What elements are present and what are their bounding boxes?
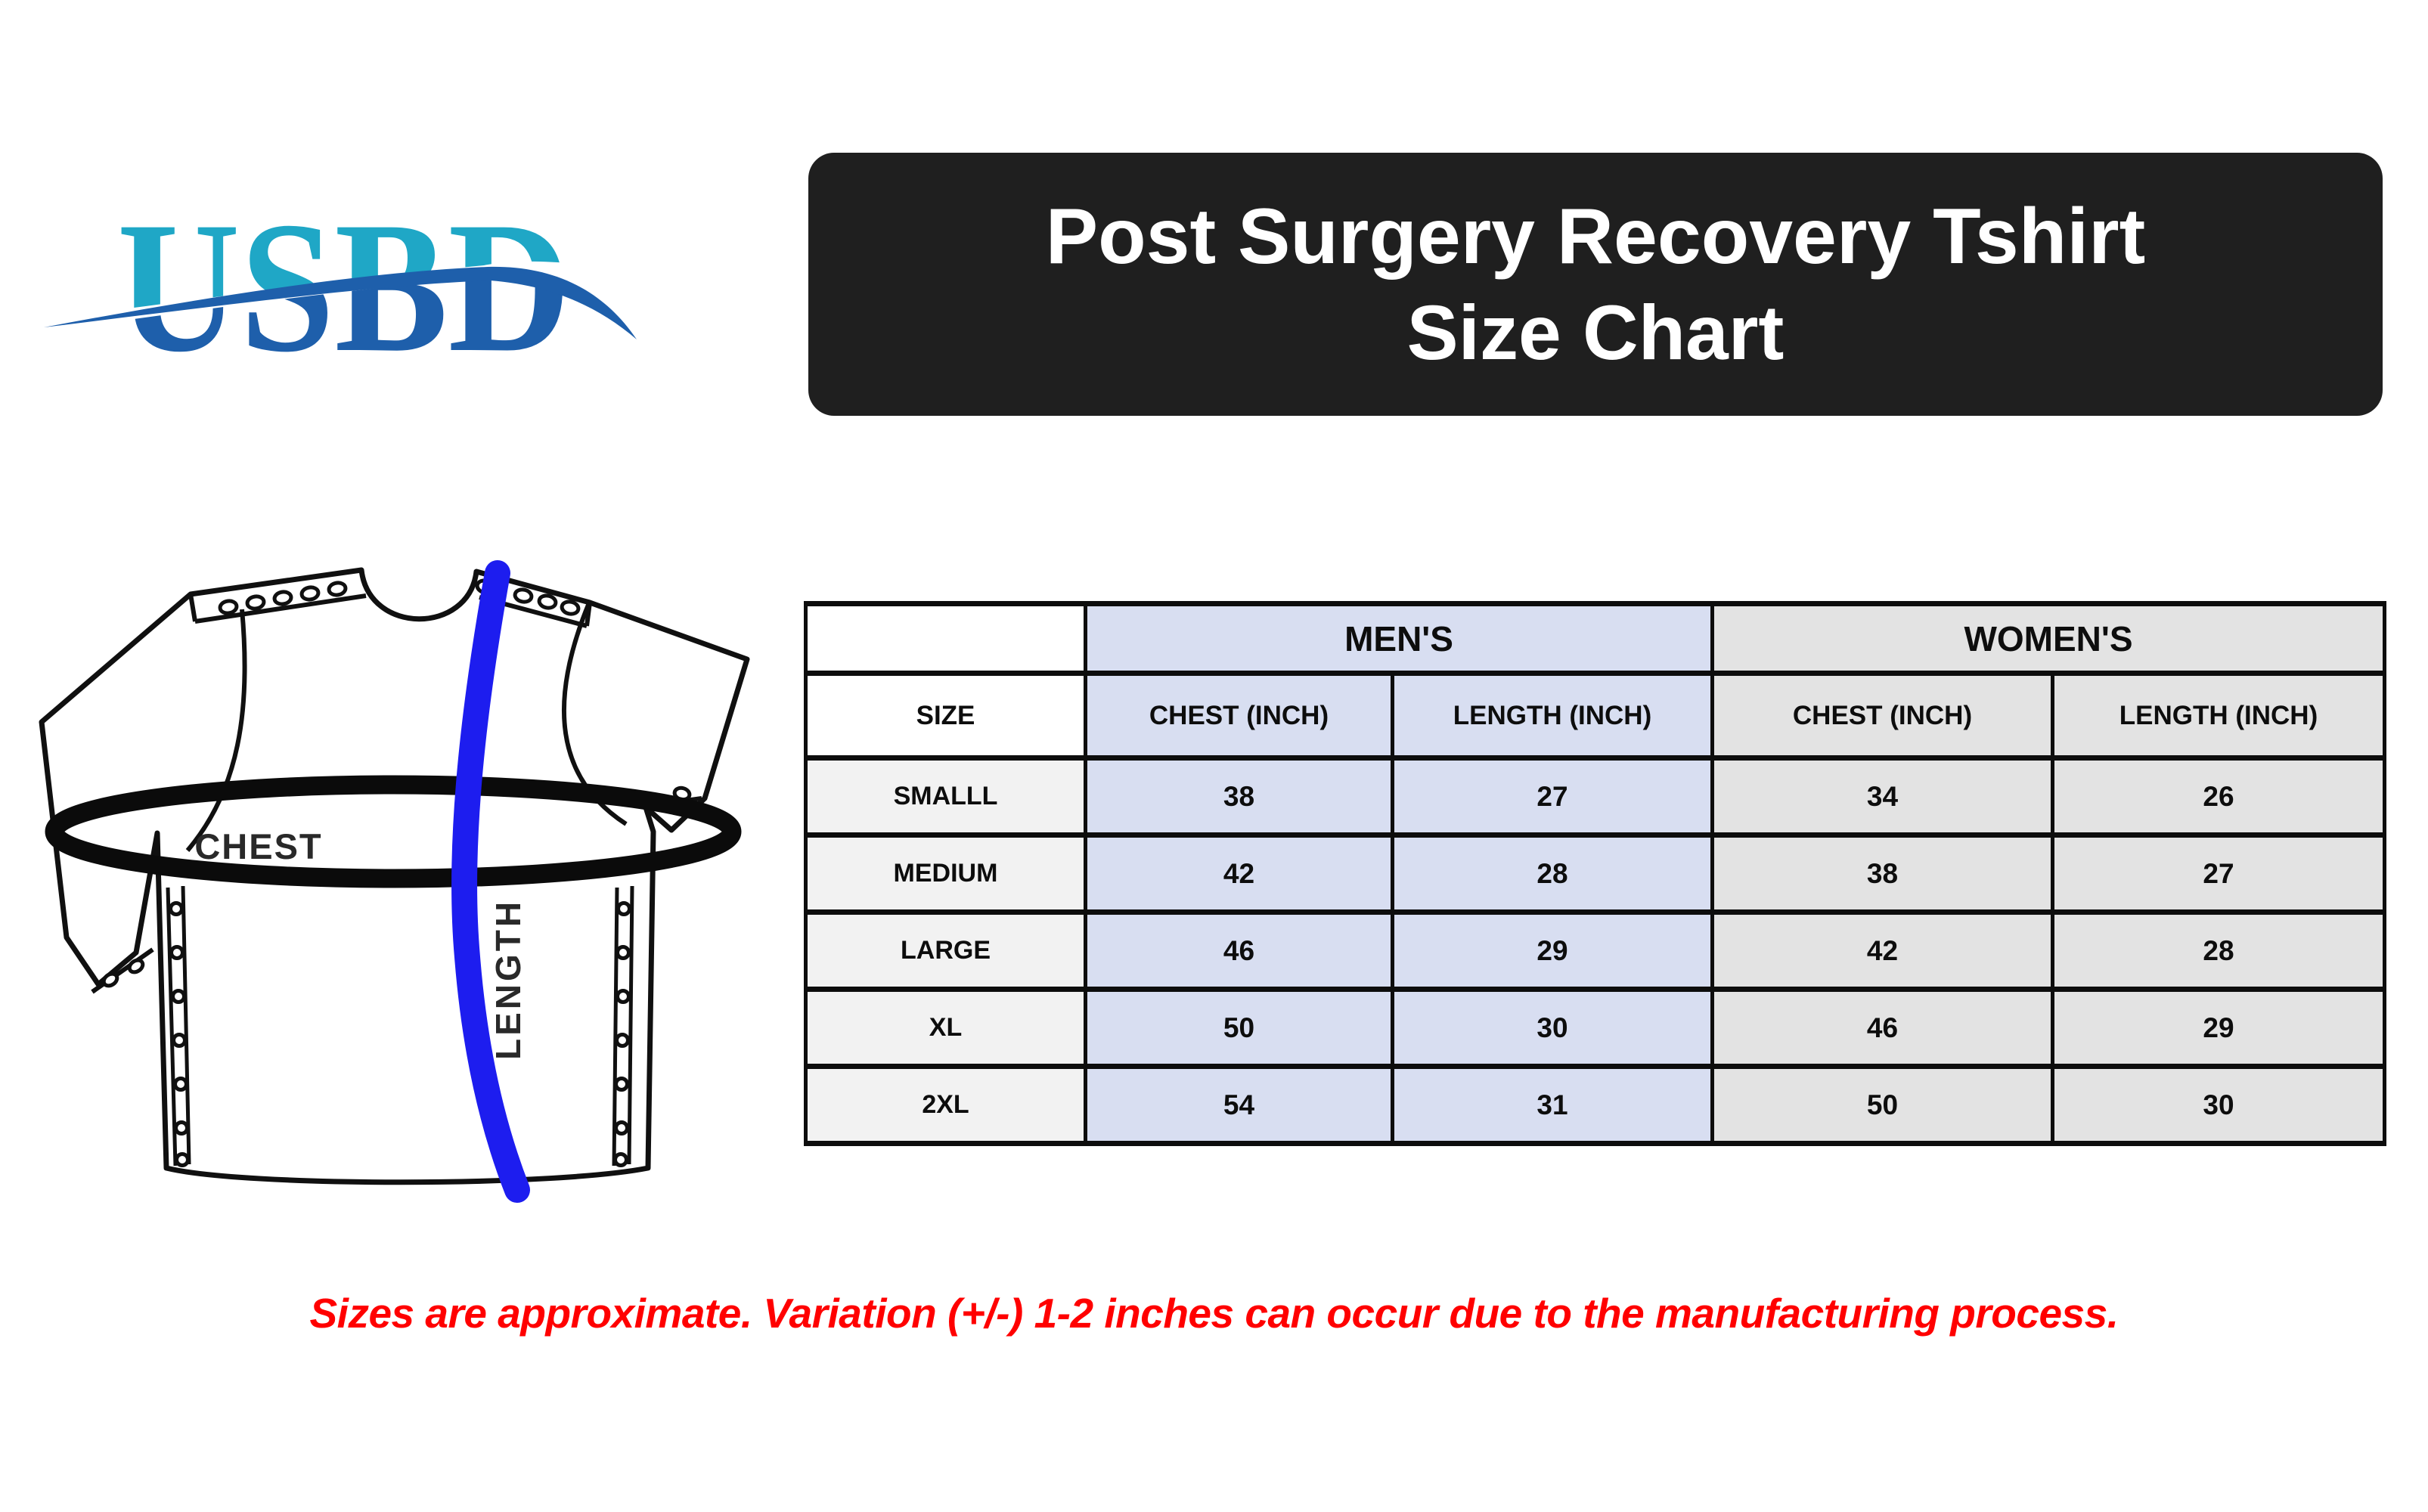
group-header-row: MEN'S WOMEN'S [804, 601, 2387, 676]
size-value: LARGE [804, 909, 1087, 992]
womens-chest-value: 46 [1710, 987, 2054, 1069]
womens-length-value: 26 [2050, 755, 2387, 838]
mens-length-value: 30 [1391, 987, 1714, 1069]
mens-length-value: 27 [1391, 755, 1714, 838]
size-chart-table: MEN'S WOMEN'S SIZE CHEST (INCH) LENGTH (… [804, 601, 2387, 1146]
title-banner: Post Surgery Recovery Tshirt Size Chart [808, 153, 2383, 416]
mens-length-header: LENGTH (INCH) [1391, 671, 1714, 761]
size-value: SMALLL [804, 755, 1087, 838]
page-subtitle: Size Chart [1406, 290, 1785, 376]
womens-chest-value: 34 [1710, 755, 2054, 838]
womens-length-header: LENGTH (INCH) [2050, 671, 2387, 761]
page-title: Post Surgery Recovery Tshirt [1045, 192, 2146, 280]
side-snap-strip-right [612, 885, 634, 1167]
side-snap-strip-left [166, 885, 191, 1167]
length-measure-line [451, 560, 530, 1203]
womens-chest-value: 50 [1710, 1064, 2054, 1146]
womens-length-value: 30 [2050, 1064, 2387, 1146]
table-row: 2XL 54 31 50 30 [804, 1064, 2387, 1146]
size-value: 2XL [804, 1064, 1087, 1146]
tshirt-diagram: CHEST LENGTH [39, 560, 750, 1203]
length-label: LENGTH [488, 899, 528, 1060]
mens-length-value: 29 [1391, 909, 1714, 992]
mens-length-value: 28 [1391, 832, 1714, 915]
corner-cell [804, 601, 1087, 676]
size-value: XL [804, 987, 1087, 1069]
mens-chest-value: 50 [1084, 987, 1394, 1069]
mens-chest-value: 42 [1084, 832, 1394, 915]
table-row: MEDIUM 42 28 38 27 [804, 832, 2387, 915]
womens-length-value: 27 [2050, 832, 2387, 915]
disclaimer-note: Sizes are approximate. Variation (+/-) 1… [309, 1290, 2119, 1337]
mens-chest-header: CHEST (INCH) [1084, 671, 1394, 761]
womens-chest-value: 38 [1710, 832, 2054, 915]
table-row: XL 50 30 46 29 [804, 987, 2387, 1069]
table-row: LARGE 46 29 42 28 [804, 909, 2387, 992]
womens-chest-value: 42 [1710, 909, 2054, 992]
mens-chest-value: 38 [1084, 755, 1394, 838]
mens-chest-value: 54 [1084, 1064, 1394, 1146]
mens-length-value: 31 [1391, 1064, 1714, 1146]
chest-label: CHEST [194, 826, 322, 866]
shoulder-snap-band-left [188, 581, 367, 624]
size-column-header: SIZE [804, 671, 1087, 761]
column-header-row: SIZE CHEST (INCH) LENGTH (INCH) CHEST (I… [804, 671, 2387, 761]
armhole-seams [185, 603, 628, 852]
cuff-snaps-left [91, 947, 154, 994]
womens-length-value: 29 [2050, 987, 2387, 1069]
womens-chest-header: CHEST (INCH) [1710, 671, 2054, 761]
womens-group-header: WOMEN'S [1710, 601, 2387, 676]
table-row: SMALLL 38 27 34 26 [804, 755, 2387, 838]
womens-length-value: 28 [2050, 909, 2387, 992]
mens-chest-value: 46 [1084, 909, 1394, 992]
size-value: MEDIUM [804, 832, 1087, 915]
mens-group-header: MEN'S [1084, 601, 1714, 676]
usbd-logo: USBD USBD [44, 200, 637, 363]
logo-swoosh-icon [44, 266, 637, 339]
chest-measure-band [45, 775, 742, 888]
